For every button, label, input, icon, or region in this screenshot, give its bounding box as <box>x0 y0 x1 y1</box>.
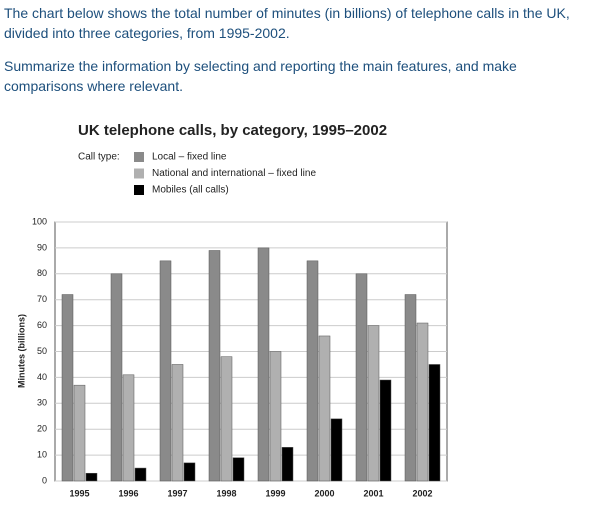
legend-label: National and international – fixed line <box>152 168 316 179</box>
bar <box>404 294 417 482</box>
y-tick-label: 80 <box>37 268 47 278</box>
y-tick-label: 20 <box>37 424 47 434</box>
bar <box>269 351 282 482</box>
y-tick-label: 50 <box>37 346 47 356</box>
prompt-text: Summarize the information by selecting a… <box>4 58 517 94</box>
bar <box>306 260 319 482</box>
x-tick-label: 1996 <box>118 488 138 498</box>
bar <box>73 384 86 482</box>
legend-label: Local – fixed line <box>152 152 227 163</box>
bar <box>318 335 331 482</box>
bar <box>428 364 441 482</box>
x-tick-label: 1997 <box>167 488 187 498</box>
bar <box>110 273 123 482</box>
bar <box>159 260 172 482</box>
bar <box>232 457 245 482</box>
bar <box>171 364 184 482</box>
bar <box>61 294 74 482</box>
y-tick-label: 10 <box>37 449 47 459</box>
prompt-text: The chart below shows the total number o… <box>4 5 570 41</box>
bar <box>220 356 233 482</box>
bar <box>208 250 221 482</box>
legend-swatch <box>134 185 144 195</box>
y-tick-label: 100 <box>32 216 47 226</box>
bar <box>122 374 135 482</box>
y-tick-label: 30 <box>37 398 47 408</box>
x-tick-label: 2001 <box>363 488 383 498</box>
legend-title: Call type: <box>78 152 120 163</box>
bar <box>281 447 294 482</box>
bar <box>330 418 343 482</box>
bar <box>134 467 147 482</box>
bar <box>379 379 392 482</box>
chart-title: UK telephone calls, by category, 1995–20… <box>78 122 387 139</box>
x-tick-label: 2000 <box>314 488 334 498</box>
bar <box>257 247 270 482</box>
y-tick-label: 90 <box>37 242 47 252</box>
x-tick-label: 1995 <box>69 488 89 498</box>
bar <box>355 273 368 482</box>
bar <box>416 322 429 482</box>
legend-swatch <box>134 152 144 162</box>
x-tick-label: 2002 <box>412 488 432 498</box>
bar <box>367 325 380 482</box>
bar <box>85 472 98 482</box>
x-tick-label: 1999 <box>265 488 285 498</box>
y-tick-label: 70 <box>37 294 47 304</box>
y-tick-label: 0 <box>42 475 47 485</box>
y-tick-label: 40 <box>37 372 47 382</box>
y-axis-title: Minutes (billions) <box>16 314 26 388</box>
y-tick-label: 60 <box>37 320 47 330</box>
legend-swatch <box>134 168 144 179</box>
x-tick-label: 1998 <box>216 488 236 498</box>
bar <box>183 462 196 482</box>
legend-label: Mobiles (all calls) <box>152 185 229 196</box>
